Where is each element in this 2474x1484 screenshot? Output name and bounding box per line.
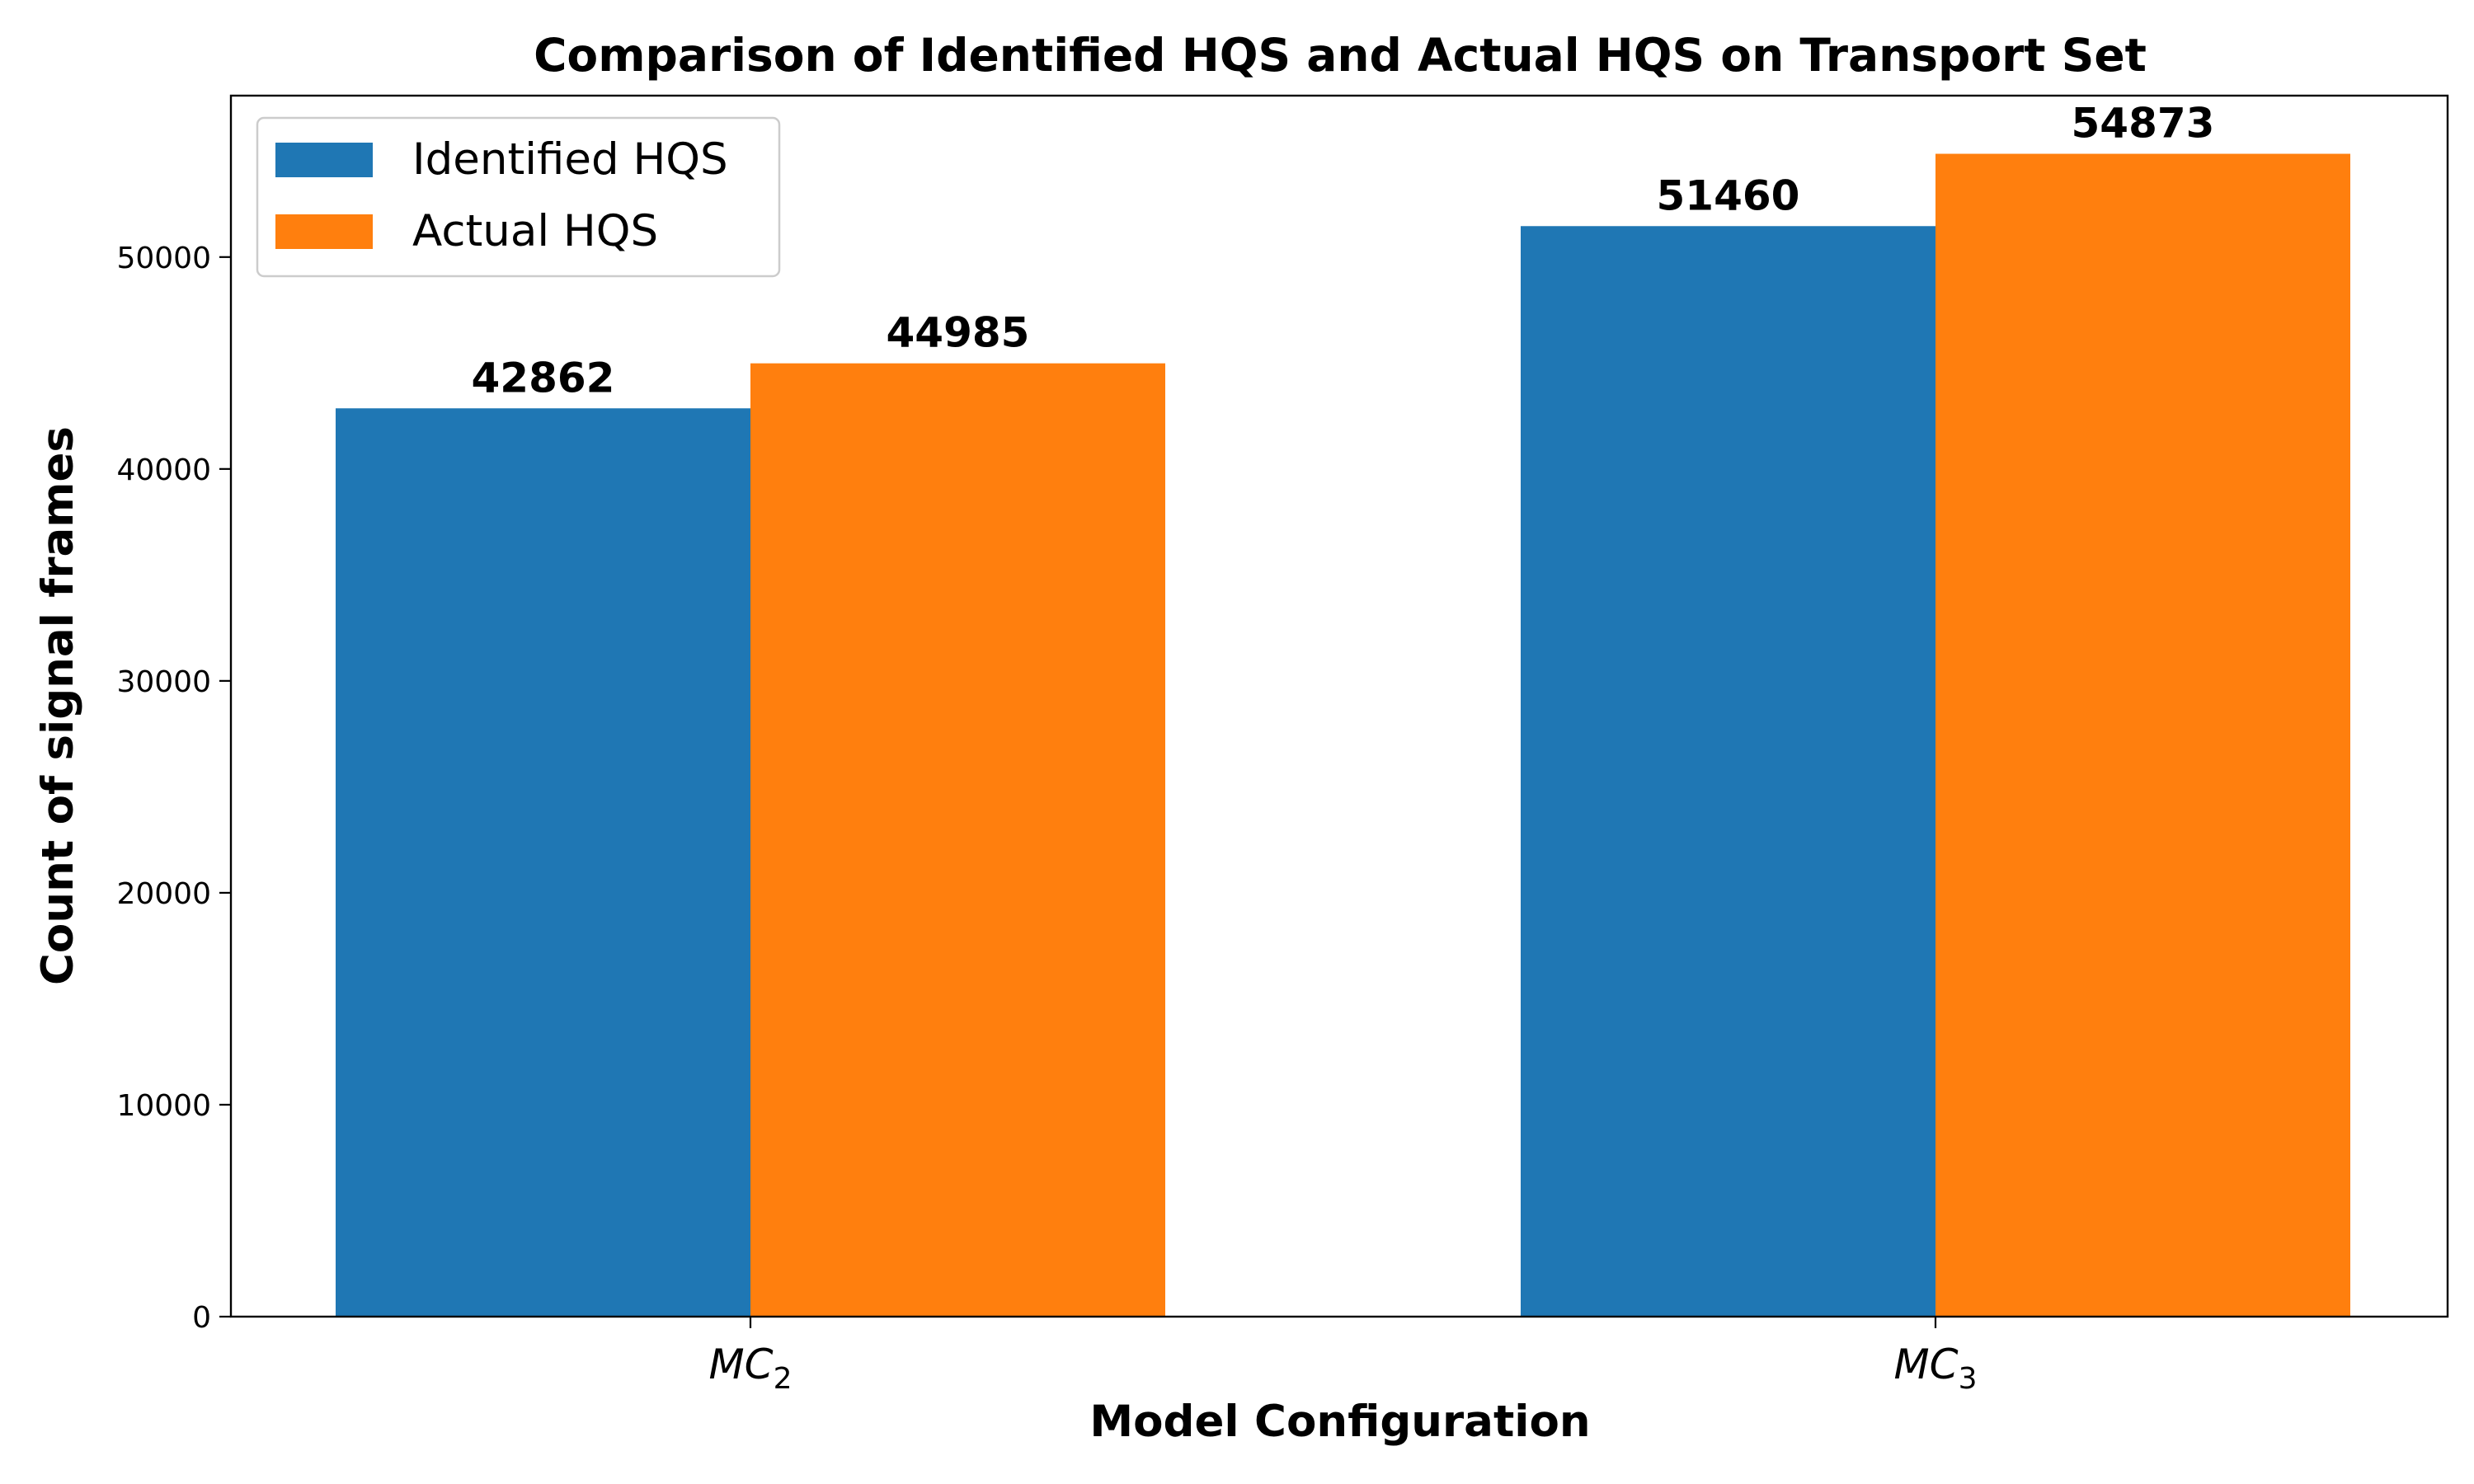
bar-value-label: 44985 xyxy=(887,309,1030,357)
y-tick-label: 40000 xyxy=(116,453,211,487)
plot-frame xyxy=(229,94,2449,1318)
x-tick-label: MC3 xyxy=(1894,1341,1978,1396)
legend-swatch xyxy=(275,214,373,249)
bar-value-label: 42862 xyxy=(472,354,615,402)
bar xyxy=(750,363,1165,1317)
y-tick-label: 20000 xyxy=(116,877,211,911)
bar-value-label: 51460 xyxy=(1657,171,1800,219)
bar xyxy=(1521,226,1935,1317)
bar xyxy=(1935,153,2350,1317)
bar-value-label: 54873 xyxy=(2072,100,2215,148)
legend-label: Actual HQS xyxy=(412,206,658,256)
legend: Identified HQS Actual HQS xyxy=(256,116,781,278)
legend-box xyxy=(256,116,781,278)
bar xyxy=(336,408,750,1317)
plot-area: 0 10000 20000 30000 40000 50000 42862 51460 4498… xyxy=(116,94,2449,1396)
legend-label: Identified HQS xyxy=(412,134,728,185)
chart-title: Comparison of Identified HQS and Actual … xyxy=(534,29,2147,82)
y-tick-label: 10000 xyxy=(116,1089,211,1123)
y-axis-label: Count of signal frames xyxy=(33,426,83,985)
legend-swatch xyxy=(275,143,373,177)
x-tick-label: MC2 xyxy=(709,1341,793,1396)
y-tick-label: 30000 xyxy=(116,665,211,699)
y-tick-label: 50000 xyxy=(116,242,211,275)
y-tick-label: 0 xyxy=(192,1301,211,1335)
x-axis-label: Model Configuration xyxy=(1089,1397,1590,1447)
